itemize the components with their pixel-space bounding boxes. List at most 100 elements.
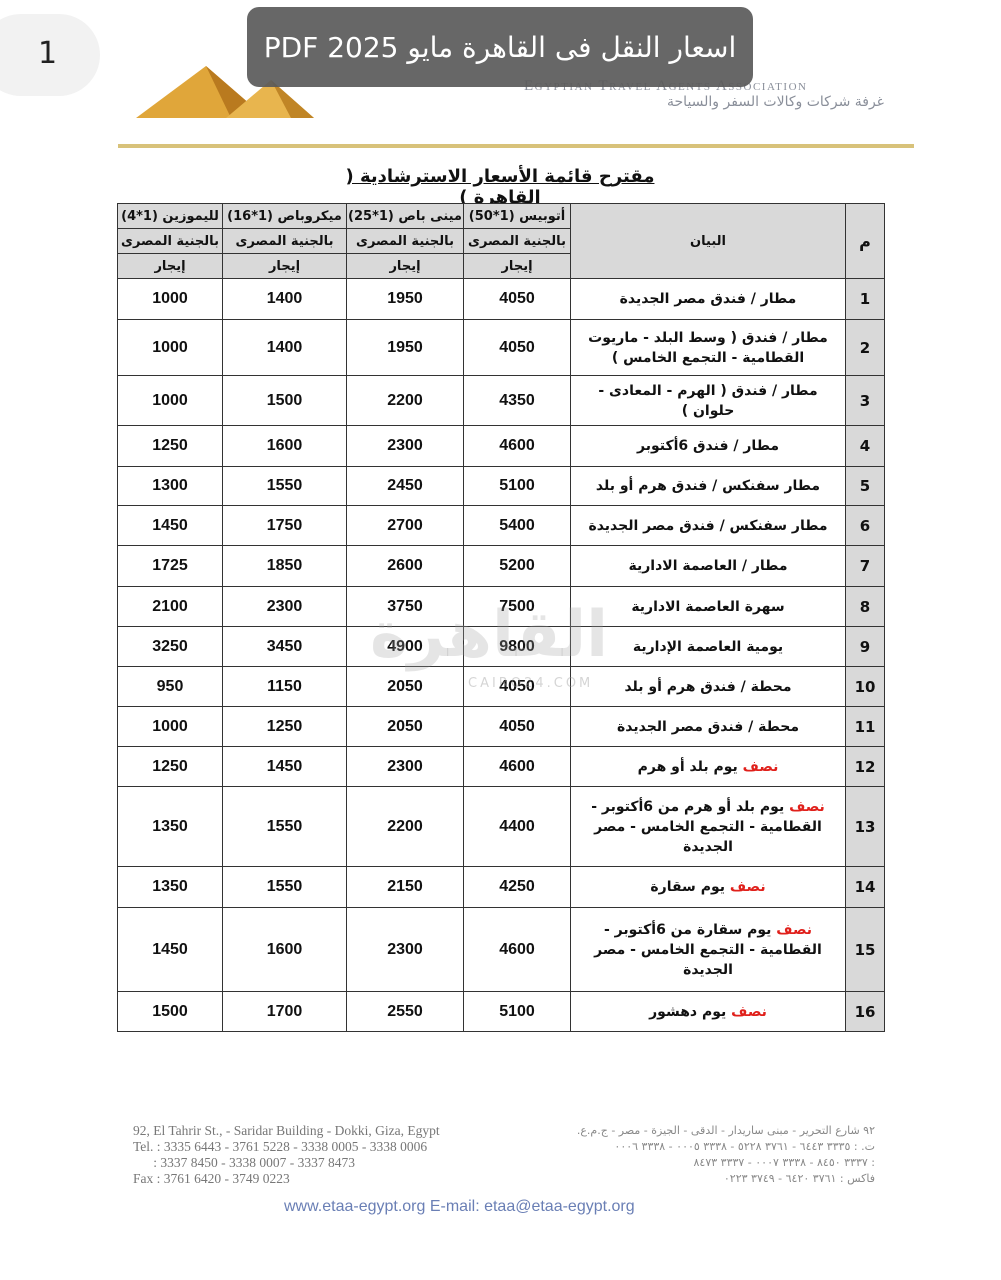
price-minibus: 2550: [346, 991, 464, 1032]
table-row: 11 محطة / فندق مصر الجديدة 4050 2050 1250 100…: [117, 706, 885, 747]
description-text: مطار / فندق ( وسط البلد - ماريوت القطامي…: [588, 329, 828, 366]
price-microbus: 1400: [222, 278, 347, 320]
price-limousine: 1725: [117, 545, 223, 587]
table-row: 1 مطار / فندق مصر الجديدة 4050 1950 1400 1000: [117, 278, 885, 320]
row-number: 16: [845, 991, 885, 1032]
footer-line: فاكس : ٣٧٦١ ٦٤٢٠ - ٣٧٤٩ ٠٢٢٣: [723, 1172, 875, 1185]
row-description: مطار / العاصمة الادارية: [570, 545, 846, 587]
description-text: مطار سفنكس / فندق هرم أو بلد: [595, 478, 821, 494]
row-number: 14: [845, 866, 885, 908]
price-minibus: 1950: [346, 278, 464, 320]
footer-line: ٩٢ شارع التحرير - مبنى ساريدار - الدقى -…: [576, 1124, 875, 1137]
half-day-label: نصف: [729, 879, 766, 895]
col-header-number: م: [845, 203, 885, 279]
price-minibus: 2700: [346, 505, 464, 546]
price-minibus: 2450: [346, 466, 464, 506]
footer-address-ar: ٩٢ شارع التحرير - مبنى ساريدار - الدقى -…: [540, 1123, 875, 1187]
half-day-label: نصف: [776, 921, 813, 938]
table-row: 13 نصف يوم بلد أو هرم من 6أكتوبر - القطام…: [117, 786, 885, 867]
price-microbus: 1750: [222, 505, 347, 546]
header-row-currency: بالجنية المصرى بالجنية المصرى بالجنية ال…: [117, 228, 885, 254]
footer-line: Tel. : 3335 6443 - 3761 5228 - 3338 0005…: [133, 1139, 428, 1154]
footer-line: Fax : 3761 6420 - 3749 0223: [133, 1171, 290, 1186]
row-description: نصف يوم بلد أو هرم: [570, 746, 846, 787]
description-text: مطار / فندق مصر الجديدة: [619, 291, 797, 307]
table-row: 5 مطار سفنكس / فندق هرم أو بلد 5100 2450 155…: [117, 466, 885, 506]
price-minibus: 2200: [346, 786, 464, 867]
footer-web-email[interactable]: www.etaa-egypt.org E-mail: etaa@etaa-egy…: [284, 1198, 635, 1215]
header-divider: [118, 144, 914, 148]
price-minibus: 2200: [346, 375, 464, 426]
rent-label: إيجار: [463, 253, 571, 279]
description-text: مطار سفنكس / فندق مصر الجديدة: [588, 517, 828, 534]
price-limousine: 1450: [117, 505, 223, 546]
row-description: محطة / فندق هرم أو بلد: [570, 666, 846, 707]
price-minibus: 2050: [346, 666, 464, 707]
table-row: 9 يومية العاصمة الإدارية 9800 4900 3450 3250: [117, 626, 885, 667]
description-text: محطة / فندق هرم أو بلد: [624, 678, 792, 695]
row-number: 12: [845, 746, 885, 787]
row-description: مطار / فندق 6أكتوبر: [570, 425, 846, 467]
footer-line: : ٣٣٣٧ ٨٤٥٠ - ٣٣٣٨ ٠٠٠٧ - ٣٣٣٧ ٨٤٧٣: [693, 1156, 875, 1169]
footer-line: ت. : ٣٣٣٥ ٦٤٤٣ - ٣٧٦١ ٥٢٢٨ - ٣٣٣٨ ٠٠٠٥ -…: [614, 1140, 875, 1153]
row-description: مطار سفنكس / فندق مصر الجديدة: [570, 505, 846, 546]
price-microbus: 1250: [222, 706, 347, 747]
header-row-vehicles: م البيان أتوبيس (1*50) مينى باص (1*25) م…: [117, 203, 885, 279]
row-description: يومية العاصمة الإدارية: [570, 626, 846, 667]
page-number: 1: [38, 36, 58, 71]
price-limousine: 1000: [117, 319, 223, 376]
price-table: م البيان أتوبيس (1*50) مينى باص (1*25) م…: [117, 203, 885, 1032]
price-microbus: 1700: [222, 991, 347, 1032]
currency-label: بالجنية المصرى: [117, 228, 223, 254]
document-title: مقترح قائمة الأسعار الاسترشادية ( القاهر…: [345, 166, 655, 208]
table-row: 8 سهرة العاصمة الادارية 7500 3750 2300 2100: [117, 586, 885, 627]
page-number-badge: 1: [0, 14, 100, 96]
half-day-label: نصف: [742, 758, 779, 775]
price-microbus: 1500: [222, 375, 347, 426]
description-text: يوم سقارة: [650, 879, 725, 895]
row-number: 2: [845, 319, 885, 376]
footer-address-en: 92, El Tahrir St., - Saridar Building - …: [133, 1123, 440, 1187]
table-row: 7 مطار / العاصمة الادارية 5200 2600 1850 1725: [117, 545, 885, 587]
footer-line: 92, El Tahrir St., - Saridar Building - …: [133, 1123, 440, 1138]
price-limousine: 1350: [117, 866, 223, 908]
price-bus: 4400: [463, 786, 571, 867]
pyramids-logo: [136, 66, 314, 118]
table-row: 6 مطار سفنكس / فندق مصر الجديدة 5400 2700 17…: [117, 505, 885, 546]
watermark-logo: القاهرة: [370, 598, 609, 672]
row-number: 7: [845, 545, 885, 587]
description-text: يوم سقارة من 6أكتوبر - القطامية - التجمع…: [594, 921, 822, 978]
rent-label: إيجار: [346, 253, 464, 279]
row-number: 3: [845, 375, 885, 426]
row-description: نصف يوم دهشور: [570, 991, 846, 1032]
table-row: 3 مطار / فندق ( الهرم - المعادى - حلوان )…: [117, 375, 885, 426]
row-number: 8: [845, 586, 885, 627]
watermark-site: CAIRO24.COM: [468, 676, 594, 691]
table-row: 15 نصف يوم سقارة من 6أكتوبر - القطامية - …: [117, 907, 885, 992]
association-name-ar: غرفة شركات وكالات السفر والسياحة: [667, 94, 884, 110]
price-limousine: 1000: [117, 278, 223, 320]
row-description: مطار / فندق ( الهرم - المعادى - حلوان ): [570, 375, 846, 426]
price-bus: 5200: [463, 545, 571, 587]
price-microbus: 1600: [222, 425, 347, 467]
col-header-limousine: لليموزين (1*4): [117, 203, 223, 229]
description-text: سهرة العاصمة الادارية: [631, 598, 785, 615]
price-microbus: 1150: [222, 666, 347, 707]
row-number: 10: [845, 666, 885, 707]
row-description: نصف يوم سقارة من 6أكتوبر - القطامية - ال…: [570, 907, 846, 992]
price-microbus: 3450: [222, 626, 347, 667]
price-limousine: 1250: [117, 746, 223, 787]
row-number: 11: [845, 706, 885, 747]
row-description: نصف يوم سقارة: [570, 866, 846, 908]
row-number: 6: [845, 505, 885, 546]
price-minibus: 2300: [346, 425, 464, 467]
col-header-description: البيان: [570, 203, 846, 279]
description-text: يومية العاصمة الإدارية: [632, 638, 784, 655]
price-bus: 5100: [463, 466, 571, 506]
price-minibus: 4900: [346, 626, 464, 667]
price-microbus: 1600: [222, 907, 347, 992]
description-text: مطار / فندق ( الهرم - المعادى - حلوان ): [598, 382, 818, 419]
price-minibus: 1950: [346, 319, 464, 376]
price-bus: 4600: [463, 907, 571, 992]
description-text: محطة / فندق مصر الجديدة: [617, 718, 799, 735]
